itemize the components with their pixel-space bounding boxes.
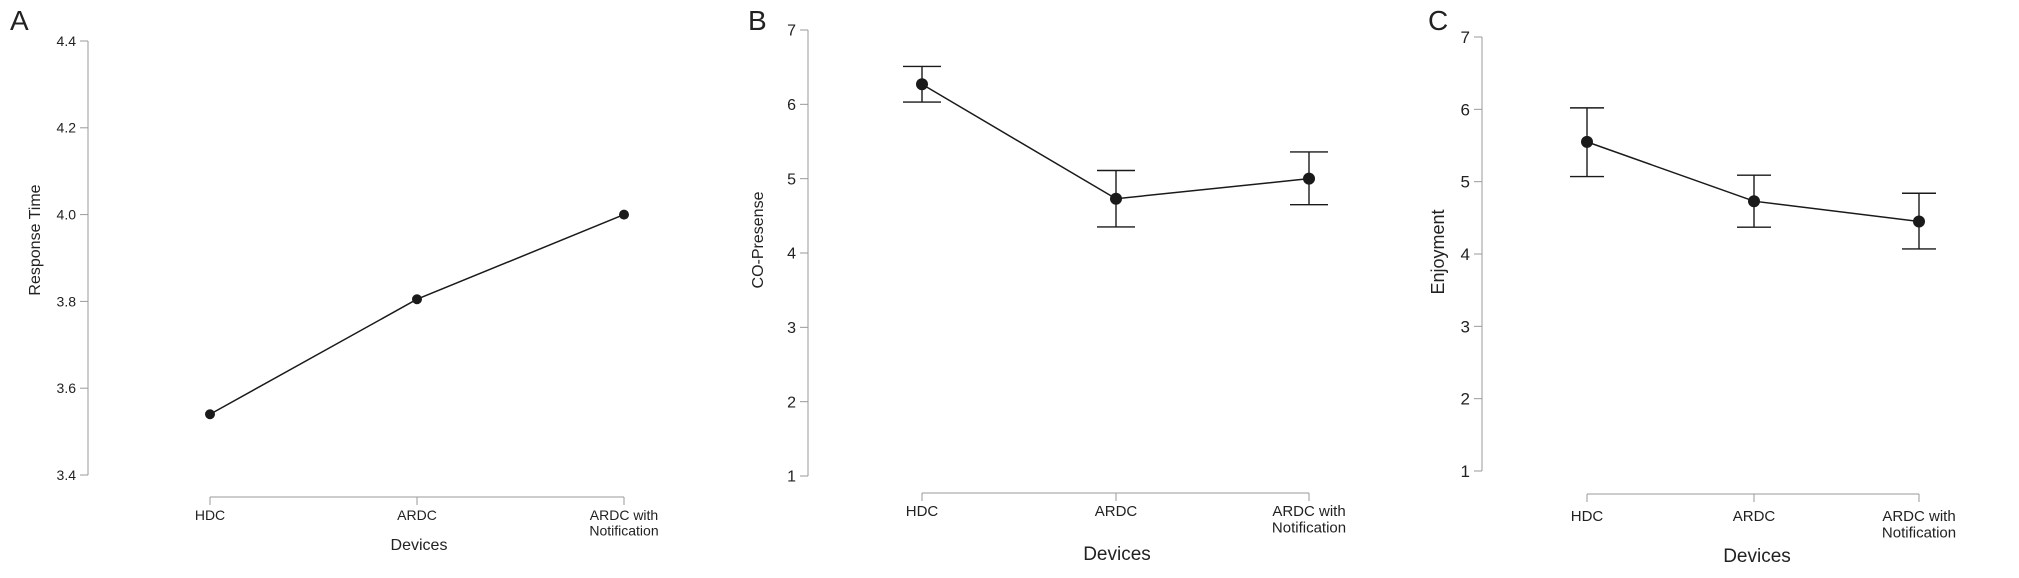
panel-a: A Response Time Devices 3.4 3.6 3.8 4.0 4.2 4…: [10, 5, 659, 554]
panel-b-y-tick-label: 6: [787, 97, 796, 114]
panel-a-ylabel: Response Time: [27, 184, 44, 295]
panel-a-x-tick-label: ARDC: [397, 507, 437, 523]
panel-c-plot-area: 1 2 3 4 5 6 7 HDC ARDC ARDC with Notification: [1461, 28, 1957, 542]
panel-c-y-tick-label: 5: [1461, 173, 1470, 192]
panel-b-y-tick-label: 4: [787, 246, 796, 263]
panel-b-xlabel: Devices: [1083, 544, 1151, 565]
panel-b: B CO-Presense Devices 1 2 3 4 5 6 7 HDC ARDC ARDC…: [748, 5, 1346, 565]
panel-c-y-tick-label: 1: [1461, 462, 1470, 481]
panel-a-data-point: [412, 294, 422, 305]
panel-c-letter: C: [1428, 5, 1448, 36]
panel-c-y-tick-label: 7: [1461, 28, 1470, 47]
panel-b-y-tick-label: 3: [787, 320, 796, 337]
panel-c-x-tick-label: HDC: [1571, 508, 1604, 525]
panel-c-y-tick-label: 6: [1461, 100, 1470, 119]
panel-a-x-tick-label: ARDC with Notification: [589, 507, 658, 538]
panel-c: C Enjoyment Devices 1 2 3 4 5 6 7 HDC ARDC ARDC w…: [1428, 5, 1956, 567]
panel-a-data-point: [205, 409, 215, 420]
panel-b-letter: B: [748, 5, 767, 36]
panel-a-y-tick-label: 4.2: [57, 120, 77, 136]
panel-b-data-point: [1110, 192, 1122, 205]
panel-a-y-tick-label: 3.6: [57, 380, 77, 396]
panel-b-x-tick-label: HDC: [906, 503, 939, 520]
panel-b-plot-area: 1 2 3 4 5 6 7 HDC ARDC ARDC with Notification: [787, 23, 1346, 537]
panel-a-y-tick-label: 3.4: [57, 467, 77, 483]
panel-c-ylabel: Enjoyment: [1428, 209, 1448, 294]
panel-a-y-tick-label: 4.4: [57, 33, 77, 49]
panel-a-xlabel: Devices: [391, 537, 448, 554]
panel-b-x-tick-label: ARDC with Notification: [1272, 503, 1346, 537]
panel-b-data-point: [1303, 172, 1315, 185]
panel-c-y-tick-label: 3: [1461, 317, 1470, 336]
panel-c-data-point: [1581, 135, 1593, 148]
panel-b-y-tick-label: 7: [787, 23, 796, 40]
panel-c-series-line: [1586, 141, 1920, 223]
panel-a-x-tick-label: HDC: [195, 507, 225, 523]
panel-a-series-line: [209, 213, 625, 415]
panel-c-x-tick-label: ARDC: [1733, 508, 1776, 525]
panel-c-xlabel: Devices: [1723, 546, 1791, 567]
panel-b-x-tick-label: ARDC: [1095, 503, 1138, 520]
panel-b-data-point: [916, 78, 928, 91]
panel-b-y-tick-label: 2: [787, 394, 796, 411]
panel-b-y-tick-label: 5: [787, 171, 796, 188]
panel-b-ylabel: CO-Presense: [750, 191, 767, 288]
panel-a-letter: A: [10, 5, 29, 36]
panel-a-y-tick-label: 4.0: [57, 207, 77, 223]
panel-c-y-tick-label: 4: [1461, 245, 1470, 264]
panel-b-y-tick-label: 1: [787, 469, 796, 486]
panel-c-data-point: [1748, 195, 1760, 208]
panel-a-data-point: [619, 209, 629, 220]
panel-c-y-tick-label: 2: [1461, 390, 1470, 409]
panel-a-plot-area: 3.4 3.6 3.8 4.0 4.2 4.4 HDC ARDC ARDC with Notifi…: [57, 33, 659, 539]
panel-c-data-point: [1913, 215, 1925, 228]
panel-a-y-tick-label: 3.8: [57, 293, 77, 309]
panel-c-x-tick-label: ARDC with Notification: [1882, 508, 1956, 542]
